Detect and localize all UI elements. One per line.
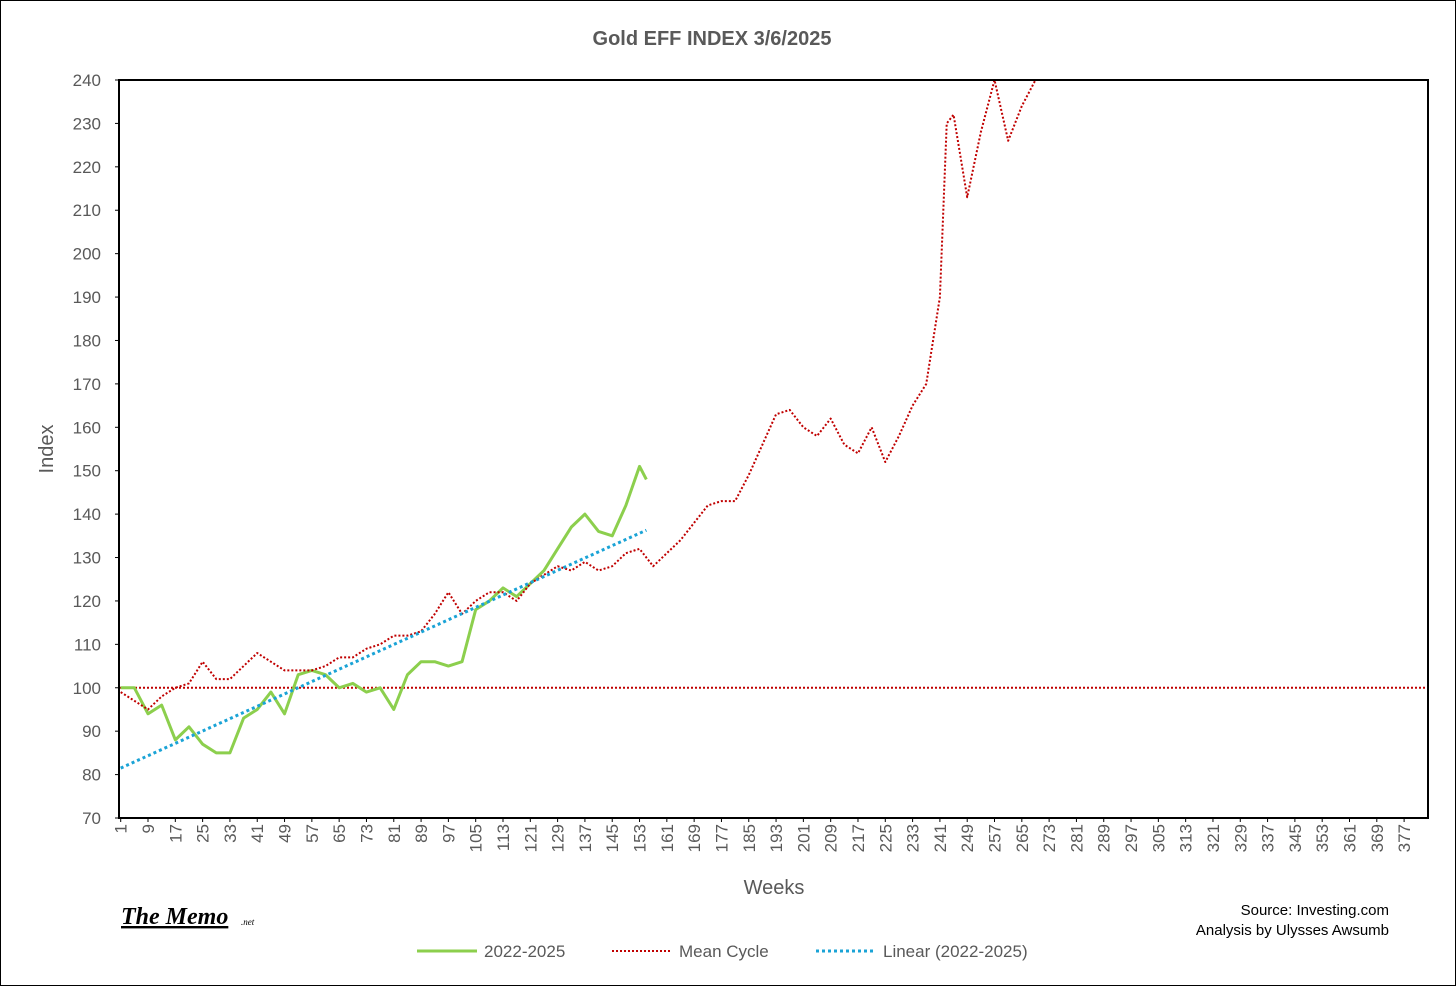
- plot-area: [119, 80, 1428, 770]
- y-tick-label: 220: [73, 158, 101, 177]
- x-tick-label: 257: [986, 824, 1005, 852]
- x-tick-label: 17: [166, 824, 185, 843]
- x-tick-label: 9: [139, 824, 158, 833]
- x-tick-label: 361: [1340, 824, 1359, 852]
- y-tick-label: 110: [74, 635, 101, 654]
- y-tick-label: 160: [73, 418, 101, 437]
- y-tick-label: 200: [73, 245, 101, 264]
- x-tick-label: 321: [1204, 824, 1223, 852]
- logo: The Memo: [121, 904, 228, 930]
- x-tick-label: 153: [631, 824, 650, 852]
- x-tick-label: 281: [1067, 824, 1086, 852]
- y-tick-label: 150: [73, 462, 101, 481]
- x-tick-label: 337: [1259, 824, 1278, 852]
- annotation: Analysis by Ulysses Awsumb: [1196, 922, 1389, 939]
- x-tick-label: 185: [740, 824, 759, 852]
- x-tick-label: 225: [876, 824, 895, 852]
- x-tick-label: 145: [603, 824, 622, 852]
- x-axis-label: Weeks: [744, 877, 805, 899]
- series-line: [120, 464, 648, 755]
- legend-label: 2022-2025: [484, 942, 565, 961]
- y-tick-label: 210: [73, 201, 101, 220]
- plot-border: [118, 79, 1429, 819]
- x-tick-label: 57: [303, 824, 322, 843]
- x-tick-label: 1: [112, 824, 131, 833]
- x-tick-label: 73: [357, 824, 376, 843]
- x-tick-label: 177: [712, 824, 731, 852]
- legend-label: Mean Cycle: [679, 942, 769, 961]
- x-tick-label: 289: [1095, 824, 1114, 852]
- x-tick-label: 273: [1040, 824, 1059, 852]
- x-tick-label: 105: [467, 824, 486, 852]
- x-tick-label: 233: [904, 824, 923, 852]
- y-tick-label: 240: [73, 71, 101, 90]
- x-tick-label: 193: [767, 824, 786, 852]
- y-tick-label: 180: [73, 331, 101, 350]
- x-tick-label: 137: [576, 824, 595, 852]
- x-tick-label: 97: [439, 824, 458, 843]
- x-tick-label: 369: [1368, 824, 1387, 852]
- x-tick-label: 113: [494, 824, 513, 851]
- x-tick-label: 209: [822, 824, 841, 852]
- x-tick-label: 377: [1395, 824, 1414, 852]
- y-tick-label: 90: [82, 722, 101, 741]
- x-tick-label: 121: [521, 824, 540, 852]
- x-tick-label: 241: [931, 824, 950, 852]
- y-tick-label: 170: [73, 375, 101, 394]
- x-tick-label: 249: [958, 824, 977, 852]
- y-tick-label: 70: [82, 809, 101, 828]
- x-tick-label: 201: [794, 824, 813, 852]
- x-tick-label: 313: [1177, 824, 1196, 852]
- x-tick-label: 329: [1231, 824, 1250, 852]
- y-tick-label: 140: [73, 505, 101, 524]
- y-tick-label: 130: [73, 549, 101, 568]
- x-tick-label: 217: [849, 824, 868, 852]
- x-tick-label: 81: [385, 824, 404, 843]
- y-tick-label: 100: [73, 679, 101, 698]
- x-tick-label: 305: [1149, 824, 1168, 852]
- series-line: [120, 80, 1037, 711]
- x-tick-label: 65: [330, 824, 349, 843]
- x-tick-label: 41: [248, 824, 267, 843]
- y-tick-label: 120: [73, 592, 101, 611]
- chart-title: Gold EFF INDEX 3/6/2025: [593, 28, 832, 50]
- y-tick-label: 80: [82, 766, 101, 785]
- x-tick-label: 89: [412, 824, 431, 843]
- x-tick-label: 345: [1286, 824, 1305, 852]
- legend-label: Linear (2022-2025): [883, 942, 1028, 961]
- annotation: Source: Investing.com: [1241, 902, 1389, 919]
- logo-suffix: .net: [241, 917, 255, 927]
- x-tick-label: 169: [685, 824, 704, 852]
- y-axis-label: Index: [36, 425, 58, 474]
- y-tick-label: 190: [73, 288, 101, 307]
- x-tick-label: 25: [194, 824, 213, 843]
- y-tick-label: 230: [73, 114, 101, 133]
- series-line: [120, 528, 647, 770]
- x-tick-label: 353: [1313, 824, 1332, 852]
- x-tick-label: 49: [276, 824, 295, 843]
- x-tick-label: 161: [658, 824, 677, 852]
- x-tick-label: 265: [1013, 824, 1032, 852]
- x-tick-label: 129: [549, 824, 568, 852]
- x-tick-label: 33: [221, 824, 240, 843]
- x-tick-label: 297: [1122, 824, 1141, 852]
